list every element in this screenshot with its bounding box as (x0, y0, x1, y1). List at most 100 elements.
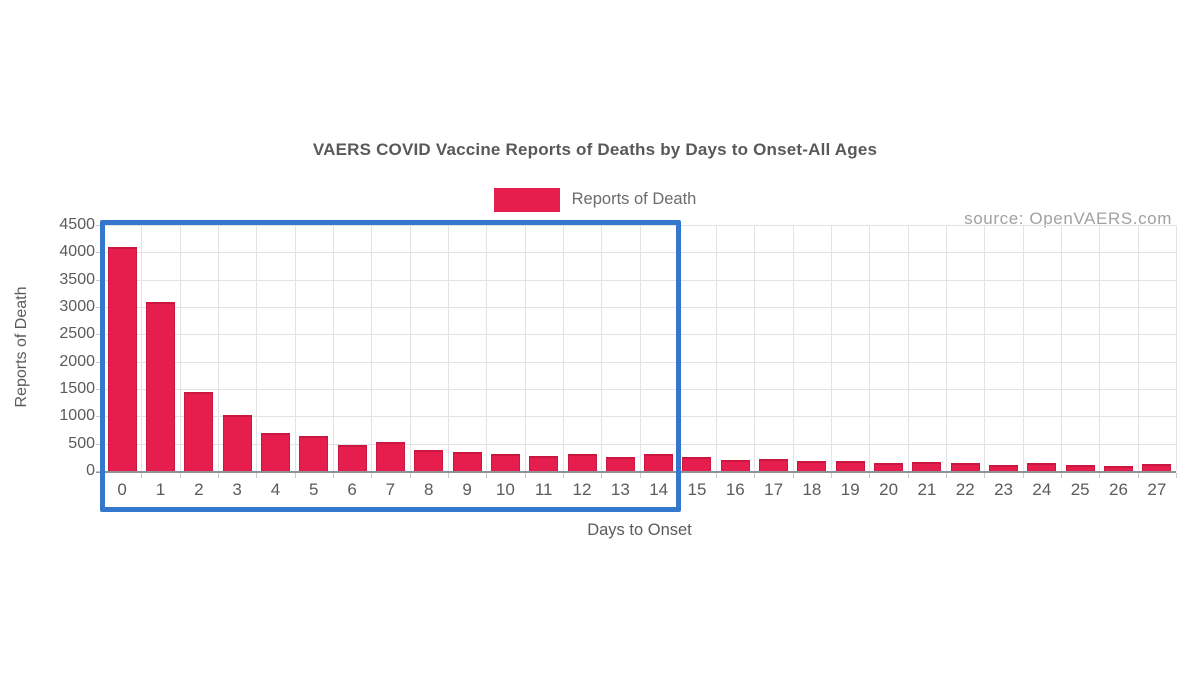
y-tick-mark-1500 (96, 389, 103, 390)
x-tick-label-26: 26 (1109, 480, 1128, 499)
x-tick-label-6: 6 (347, 480, 357, 499)
y-tick-mark-3500 (96, 279, 103, 281)
x-tick-label-0: 0 (117, 480, 127, 499)
x-tick-mark-12 (562, 473, 564, 478)
gridline-x-17 (754, 225, 756, 471)
x-tick-mark-23 (984, 473, 986, 478)
bar-day-20 (874, 462, 904, 471)
x-tick-mark-17 (754, 473, 756, 478)
gridline-x-20 (869, 225, 871, 471)
gridline-x-23 (984, 225, 986, 471)
x-tick-label-21: 21 (917, 480, 937, 499)
gridline-x-24 (1022, 225, 1024, 471)
x-tick-label-24: 24 (1032, 480, 1052, 499)
x-tick-mark-8 (409, 473, 411, 478)
gridline-x-22 (946, 225, 948, 471)
chart-title: VAERS COVID Vaccine Reports of Deaths by… (312, 140, 878, 159)
y-tick-mark-1000 (96, 416, 103, 418)
x-tick-mark-19 (831, 473, 833, 478)
y-tick-label-1500: 1500 (59, 380, 95, 397)
gridline-x-3 (217, 225, 219, 471)
x-tick-mark-14 (639, 473, 641, 478)
x-tick-mark-26 (1099, 473, 1101, 478)
x-tick-mark-22 (946, 473, 948, 478)
x-tick-mark-5 (294, 473, 296, 478)
y-tick-mark-0 (96, 471, 103, 472)
bar-day-3 (222, 415, 252, 471)
gridline-x-16 (716, 225, 718, 471)
y-tick-label-2500: 2500 (59, 325, 95, 343)
x-tick-mark-15 (677, 473, 679, 478)
bar-day-23 (989, 465, 1019, 471)
bar-day-4 (260, 433, 290, 471)
bar-day-11 (529, 455, 559, 471)
bar-day-19 (835, 460, 865, 471)
gridline-x-4 (256, 225, 258, 471)
y-tick-mark-3000 (96, 307, 103, 308)
gridline-x-19 (831, 225, 833, 471)
gridline-x-10 (486, 225, 488, 471)
bar-day-7 (375, 442, 405, 471)
x-tick-mark-25 (1061, 473, 1063, 478)
x-tick-label-14: 14 (649, 480, 669, 499)
source-attribution: source: OpenVAERS.com (964, 209, 1172, 228)
x-tick-label-13: 13 (610, 480, 630, 499)
x-tick-mark-24 (1022, 473, 1024, 478)
bar-day-5 (299, 436, 329, 471)
y-tick-mark-2500 (96, 334, 103, 336)
gridline-x-18 (792, 225, 794, 471)
x-tick-mark-10 (486, 473, 488, 478)
bar-day-10 (490, 453, 520, 471)
x-tick-label-27: 27 (1147, 480, 1167, 499)
bar-day-21 (912, 461, 942, 471)
x-tick-label-20: 20 (879, 480, 899, 499)
x-tick-label-4: 4 (270, 480, 281, 499)
x-tick-mark-18 (792, 473, 794, 478)
bar-day-17 (759, 458, 789, 471)
y-tick-label-3500: 3500 (59, 270, 95, 288)
x-axis-line (96, 471, 1176, 473)
x-tick-label-22: 22 (955, 480, 975, 499)
gridline-x-14 (639, 225, 641, 471)
x-tick-mark-7 (371, 473, 373, 478)
gridline-x-26 (1099, 225, 1101, 471)
bar-day-1 (145, 301, 175, 471)
gridline-x-11 (524, 225, 526, 471)
gridline-x-21 (907, 225, 909, 471)
x-tick-mark-11 (524, 473, 526, 478)
x-tick-mark-16 (716, 473, 718, 478)
x-tick-label-7: 7 (385, 480, 396, 499)
x-tick-label-19: 19 (840, 480, 860, 499)
gridline-x-5 (294, 225, 296, 471)
gridline-x-2 (179, 225, 181, 471)
y-tick-label-4000: 4000 (59, 243, 95, 261)
y-tick-label-2000: 2000 (59, 352, 95, 370)
bar-day-27 (1142, 463, 1172, 471)
gridline-x-8 (409, 225, 411, 471)
bar-day-14 (644, 454, 674, 471)
x-tick-label-12: 12 (572, 480, 592, 499)
gridline-x-9 (447, 225, 449, 471)
bar-day-13 (605, 456, 635, 471)
y-tick-mark-2000 (96, 361, 103, 363)
x-tick-label-3: 3 (232, 480, 242, 499)
x-tick-label-1: 1 (155, 480, 166, 499)
gridline-x-12 (562, 225, 564, 471)
plot-area (103, 225, 1177, 471)
gridline-x-15 (677, 225, 679, 471)
x-tick-mark-1 (141, 473, 143, 478)
x-tick-label-17: 17 (764, 480, 784, 499)
x-tick-label-5: 5 (309, 480, 319, 499)
x-tick-label-8: 8 (423, 480, 434, 499)
bar-day-12 (567, 453, 597, 471)
x-tick-label-16: 16 (725, 480, 745, 499)
gridline-x-13 (601, 225, 603, 471)
x-tick-mark-13 (601, 473, 603, 478)
y-tick-mark-4500 (96, 225, 103, 226)
bar-day-25 (1065, 464, 1095, 471)
bar-day-15 (682, 457, 712, 471)
x-tick-label-11: 11 (534, 480, 553, 499)
x-tick-mark-2 (179, 473, 181, 478)
x-tick-label-2: 2 (194, 480, 204, 499)
bar-day-16 (720, 459, 750, 471)
